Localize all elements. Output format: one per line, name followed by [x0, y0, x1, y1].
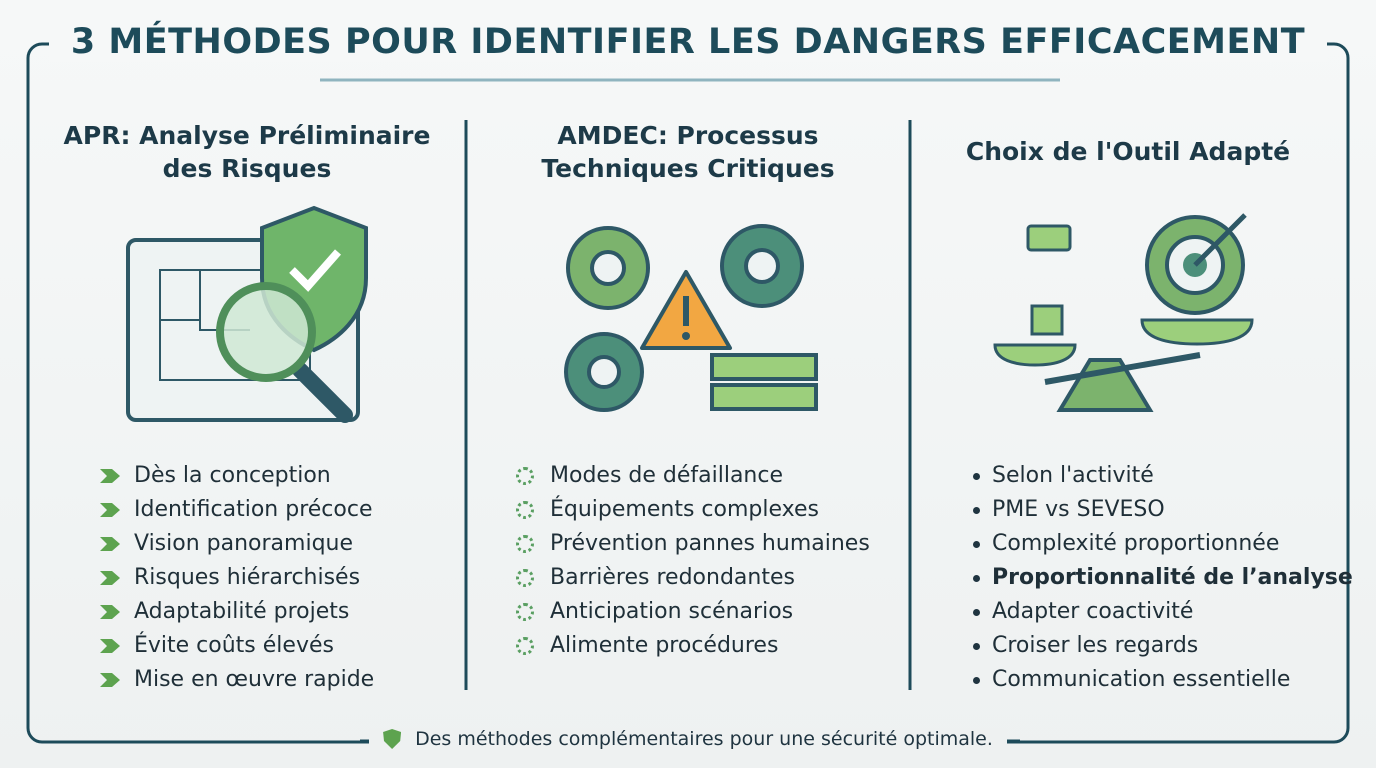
list-item: Adapter coactivité: [973, 595, 1353, 629]
footer: Des méthodes complémentaires pour une sé…: [0, 728, 1376, 750]
list-item: Dès la conception: [134, 459, 374, 493]
list: Modes de défaillance Équipements complexe…: [516, 459, 870, 663]
list-item: Selon l'activité: [973, 459, 1353, 493]
apr-illustration: [126, 205, 368, 423]
list-item: Proportionnalité de l’analyse: [973, 561, 1353, 595]
choice-illustration: [993, 213, 1254, 412]
list-item: Communication essentielle: [973, 663, 1353, 697]
column-heading: Choix de l'Outil Adapté: [965, 137, 1291, 166]
list-item: Vision panoramique: [134, 527, 374, 561]
title-text: 3 MÉTHODES POUR IDENTIFIER LES DANGERS E…: [48, 22, 1328, 62]
list-item: Mise en œuvre rapide: [134, 663, 374, 697]
title: 3 MÉTHODES POUR IDENTIFIER LES DANGERS E…: [0, 22, 1376, 62]
list-item: Prévention pannes humaines: [516, 527, 870, 561]
footer-text: Des méthodes complémentaires pour une sé…: [369, 728, 1007, 750]
list-item: Adaptabilité projets: [134, 595, 374, 629]
column-heading: AMDEC: Processus Techniques Critiques: [541, 121, 835, 183]
list-item: Risques hiérarchisés: [134, 561, 374, 595]
list-item: Barrières redondantes: [516, 561, 870, 595]
list-item: Croiser les regards: [973, 629, 1353, 663]
list-item: Anticipation scénarios: [516, 595, 870, 629]
list: Dès la conception Identification précoce V…: [134, 459, 374, 697]
list-item: Équipements complexes: [516, 493, 870, 527]
list: Selon l'activité PME vs SEVESO Complexité …: [973, 459, 1353, 697]
list-item: Alimente procédures: [516, 629, 870, 663]
amdec-illustration: [564, 224, 818, 412]
list-item: Modes de défaillance: [516, 459, 870, 493]
list-item: Évite coûts élevés: [134, 629, 374, 663]
list-item: PME vs SEVESO: [973, 493, 1353, 527]
list-item: Identification précoce: [134, 493, 374, 527]
column-heading: APR: Analyse Préliminaire des Risques: [63, 121, 431, 183]
list-item: Complexité proportionnée: [973, 527, 1353, 561]
